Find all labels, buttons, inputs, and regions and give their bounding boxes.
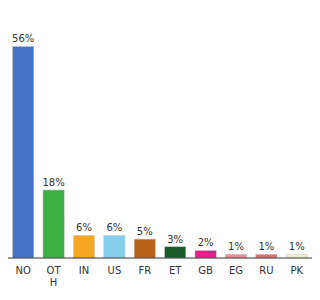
x-tick-label-line: OT (47, 265, 62, 276)
x-tick-label: US (108, 265, 122, 276)
x-tick-label: NO (16, 265, 31, 276)
bars (13, 46, 308, 258)
x-tick-label-line: EG (229, 265, 243, 276)
x-tick-label-line: ET (169, 265, 182, 276)
x-axis (8, 258, 312, 259)
x-tick-label: IN (79, 265, 89, 276)
data-label: 1% (258, 241, 274, 252)
data-label: 1% (228, 241, 244, 252)
x-tick-label-line: FR (138, 265, 151, 276)
bar (13, 46, 34, 258)
data-label: 56% (12, 33, 34, 44)
x-tick-label: ET (169, 265, 182, 276)
data-label: 6% (76, 222, 92, 233)
x-tick-label-line: PK (291, 265, 304, 276)
x-tick-label-line: IN (79, 265, 89, 276)
x-tick-label: EG (229, 265, 243, 276)
bar (286, 254, 307, 258)
chart-container: 56% 18% 6% 6% 5% 3% 2% 1% 1% 1% NO OTH IN US FR ET GB EG R… (0, 0, 320, 300)
x-tick-label: GB (198, 265, 213, 276)
x-tick-label: PK (291, 265, 304, 276)
x-tick-label-line: GB (198, 265, 213, 276)
bar (256, 254, 277, 258)
data-label: 6% (106, 222, 122, 233)
x-tick-label-line: H (50, 277, 58, 288)
x-tick-label-line: NO (16, 265, 31, 276)
bar (225, 254, 246, 258)
x-tick-label-line: US (108, 265, 122, 276)
bar (73, 235, 94, 258)
data-label: 2% (198, 237, 214, 248)
bar (134, 239, 155, 258)
x-tick-label: FR (138, 265, 151, 276)
bar (165, 247, 186, 258)
data-label: 18% (42, 177, 64, 188)
data-label: 1% (289, 241, 305, 252)
data-label: 3% (167, 234, 183, 245)
chart-svg: 56% 18% 6% 6% 5% 3% 2% 1% 1% 1% NO OTH IN US FR ET GB EG R… (0, 0, 320, 300)
bar (104, 235, 125, 258)
bar (43, 190, 64, 258)
x-tick-label: RU (259, 265, 273, 276)
x-tick-label-line: RU (259, 265, 273, 276)
data-label: 5% (137, 226, 153, 237)
x-tick-label: OTH (47, 265, 62, 288)
bar (195, 250, 216, 258)
